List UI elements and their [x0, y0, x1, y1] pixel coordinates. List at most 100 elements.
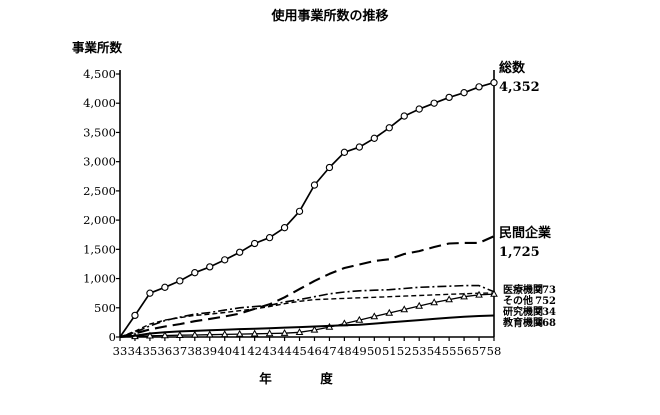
x-tick-label: 44: [277, 344, 292, 358]
x-tick-label: 45: [292, 344, 307, 358]
series-label: 民間企業: [499, 225, 552, 241]
y-tick-label: 1,000: [83, 272, 116, 286]
data-point: [475, 290, 483, 298]
x-tick-label: 49: [352, 344, 367, 358]
series-end-value: 752: [535, 296, 556, 307]
y-tick-label: 3,500: [83, 125, 116, 139]
series-line-5: [119, 314, 495, 338]
y-tick-label: 0: [109, 330, 116, 344]
data-point: [190, 330, 199, 338]
y-tick-label: 3,000: [83, 155, 116, 169]
data-point: [445, 93, 453, 102]
x-tick-label: 42: [247, 344, 262, 358]
y-tick-label: 1,500: [83, 242, 116, 256]
data-point: [206, 263, 214, 271]
data-point: [460, 292, 468, 300]
series-end-value: 734: [535, 307, 556, 318]
data-point: [385, 308, 394, 316]
data-point: [235, 329, 244, 337]
data-point: [161, 331, 169, 339]
data-point: [205, 330, 214, 338]
data-point: [250, 239, 259, 248]
data-point: [400, 305, 409, 313]
x-tick-label: 50: [367, 344, 382, 358]
data-point: [385, 124, 393, 132]
series-label: 教育機関: [502, 316, 543, 329]
data-point: [430, 298, 439, 306]
x-tick-label: 37: [173, 344, 188, 358]
series-line-2: [119, 284, 495, 338]
series-layer: [119, 78, 498, 340]
x-tick-label: 54: [427, 344, 442, 358]
x-tick-label: 52: [397, 344, 412, 358]
x-tick-label: 57: [472, 344, 487, 358]
x-tick-label: 35: [143, 344, 158, 358]
x-tick-label: 56: [457, 344, 472, 358]
x-tick-label: 40: [217, 344, 232, 358]
chart-title: 使用事業所数の推移: [270, 8, 388, 24]
data-point: [310, 325, 319, 333]
data-point: [475, 83, 483, 91]
x-tick-label: 46: [307, 344, 322, 358]
data-point: [295, 207, 304, 215]
series-line-1: [119, 235, 495, 339]
data-point: [280, 328, 289, 336]
data-point: [265, 329, 274, 337]
data-point: [161, 283, 169, 291]
series-end-value: 368: [535, 318, 556, 329]
data-point: [415, 301, 424, 309]
data-point: [400, 112, 408, 120]
data-point: [340, 148, 349, 156]
data-point: [146, 331, 154, 339]
data-point: [460, 89, 468, 97]
series-label: 医療機関: [503, 283, 543, 296]
x-tick-label: 55: [442, 344, 457, 358]
series-end-value: 773: [535, 285, 556, 296]
series-line-4: [119, 293, 495, 338]
y-tick-label: 4,500: [83, 67, 116, 81]
data-point: [370, 134, 378, 142]
data-point: [250, 329, 259, 337]
axes: 0 500 1,000 1,500 2,000 2,500 3,000 3,500 4,000 4…: [83, 67, 501, 358]
y-tick-label: 2,000: [83, 213, 116, 227]
data-point: [415, 105, 423, 113]
data-point: [445, 295, 453, 303]
data-point: [146, 289, 154, 297]
data-point: [265, 233, 274, 242]
y-tick-label: 2,500: [83, 184, 116, 198]
x-tick-label: 36: [158, 344, 173, 358]
x-tick-label: 43: [262, 344, 277, 358]
x-tick-label: 39: [202, 344, 217, 358]
x-tick-label: 53: [412, 344, 427, 358]
data-point: [221, 256, 229, 264]
data-point: [355, 315, 364, 323]
x-tick-label: 34: [128, 344, 143, 358]
x-tick-label: 58: [487, 344, 502, 358]
x-axis-label: 年 度: [259, 371, 351, 386]
data-point: [490, 289, 498, 297]
data-point: [325, 163, 334, 172]
y-tick-label: 4,000: [83, 96, 116, 110]
data-point: [355, 143, 364, 151]
x-tick-label: 41: [232, 344, 247, 358]
data-point: [191, 269, 199, 277]
data-point: [310, 181, 319, 189]
x-tick-label: 38: [187, 344, 202, 358]
series-end-value: 1,725: [499, 245, 540, 260]
x-tick-label: 33: [113, 344, 128, 358]
data-point: [280, 224, 289, 232]
data-point: [370, 312, 379, 320]
x-tick-label: 51: [382, 344, 397, 358]
y-tick-label: 500: [94, 301, 116, 315]
data-point: [236, 248, 244, 256]
x-tick-label: 48: [337, 344, 352, 358]
data-point: [220, 330, 229, 338]
data-point: [131, 311, 139, 320]
x-tick-label: 47: [322, 344, 337, 358]
series-end-value: 4,352: [499, 80, 540, 95]
data-point: [430, 99, 438, 107]
data-point: [176, 277, 184, 285]
